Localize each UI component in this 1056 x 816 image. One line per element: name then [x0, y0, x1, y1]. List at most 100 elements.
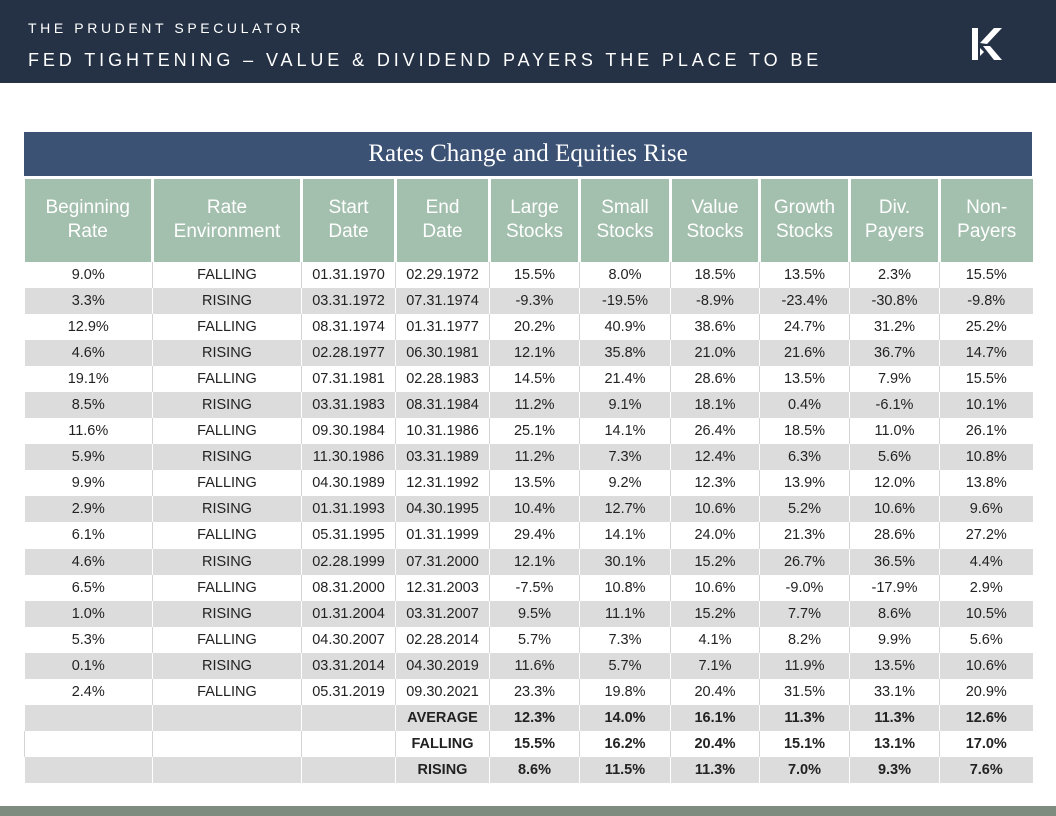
table-cell: 01.31.1993: [301, 496, 396, 523]
table-cell: 7.1%: [670, 652, 760, 679]
table-cell: 15.5%: [939, 365, 1033, 392]
table-cell: 5.9%: [24, 444, 153, 471]
summary-cell: 7.6%: [939, 757, 1033, 784]
column-header-line: Date: [422, 221, 463, 243]
summary-empty-cell: [24, 731, 153, 758]
column-header-line: Small: [601, 197, 649, 219]
table-row: 6.5% FALLING 08.31.2000 12.31.2003 -7.5% 10.8…: [24, 574, 1033, 601]
rates-table-panel: Rates Change and Equities Rise Beginning…: [24, 132, 1033, 784]
table-cell: 24.0%: [670, 522, 760, 549]
table-cell: 13.5%: [759, 365, 850, 392]
table-cell: RISING: [152, 444, 302, 471]
table-cell: -9.0%: [759, 574, 850, 601]
table-cell: 0.4%: [759, 391, 850, 419]
table-cell: 10.6%: [670, 496, 760, 523]
table-cell: 4.1%: [670, 626, 760, 653]
table-cell: 4.4%: [939, 548, 1033, 575]
column-header: Non- Payers: [938, 176, 1033, 262]
table-cell: 35.8%: [579, 339, 671, 366]
table-cell: 11.1%: [579, 600, 671, 627]
table-cell: 07.31.2000: [395, 548, 490, 575]
table-cell: 14.7%: [939, 339, 1033, 366]
table-cell: 13.5%: [849, 652, 940, 679]
table-cell: 15.2%: [670, 548, 760, 575]
table-row: 5.3% FALLING 04.30.2007 02.28.2014 5.7% 7.3% 4…: [24, 626, 1033, 653]
table-cell: 19.1%: [24, 365, 153, 392]
table-cell: 4.6%: [24, 548, 153, 575]
table-cell: 03.31.1972: [301, 287, 396, 314]
table-cell: 18.5%: [670, 261, 760, 288]
table-cell: 09.30.2021: [395, 679, 490, 706]
summary-cell: 13.1%: [849, 731, 940, 758]
table-row: 11.6% FALLING 09.30.1984 10.31.1986 25.1% 14.…: [24, 418, 1033, 445]
table-cell: 9.2%: [579, 470, 671, 497]
summary-cell: 8.6%: [489, 757, 580, 784]
table-cell: 11.2%: [489, 444, 580, 471]
table-cell: 25.1%: [489, 418, 580, 445]
column-header-line: Start: [328, 197, 369, 219]
table-cell: FALLING: [152, 679, 302, 706]
table-cell: 11.6%: [489, 652, 580, 679]
table-cell: -9.3%: [489, 287, 580, 314]
table-cell: 6.3%: [759, 444, 850, 471]
summary-empty-cell: [152, 757, 302, 784]
table-cell: 9.0%: [24, 261, 153, 288]
table-row: 0.1% RISING 03.31.2014 04.30.2019 11.6% 5.7% 7…: [24, 652, 1033, 679]
table-cell: RISING: [152, 287, 302, 314]
table-cell: -30.8%: [849, 287, 940, 314]
table-cell: 12.7%: [579, 496, 671, 523]
table-cell: 12.4%: [670, 444, 760, 471]
table-cell: 7.7%: [759, 600, 850, 627]
column-header-line: Value: [691, 197, 739, 219]
column-header: Growth Stocks: [758, 176, 850, 262]
table-cell: 15.2%: [670, 600, 760, 627]
table-cell: 5.7%: [579, 652, 671, 679]
column-header-line: Rate: [67, 221, 108, 243]
table-cell: 14.1%: [579, 418, 671, 445]
summary-empty-cell: [152, 705, 302, 732]
table-cell: 10.8%: [939, 444, 1033, 471]
table-cell: 10.31.1986: [395, 418, 490, 445]
table-cell: 9.9%: [24, 470, 153, 497]
table-cell: 8.2%: [759, 626, 850, 653]
table-row: 19.1% FALLING 07.31.1981 02.28.1983 14.5% 21.…: [24, 365, 1033, 392]
table-cell: 20.4%: [670, 679, 760, 706]
table-cell: 26.7%: [759, 548, 850, 575]
summary-cell: 11.5%: [579, 757, 671, 784]
table-cell: 02.28.2014: [395, 626, 490, 653]
column-header: End Date: [394, 176, 490, 262]
summary-empty-cell: [24, 705, 153, 732]
table-cell: 01.31.1977: [395, 313, 490, 340]
rates-table: Beginning Rate Rate Environment Start Date End…: [24, 176, 1033, 784]
table-cell: 12.0%: [849, 470, 940, 497]
table-cell: 27.2%: [939, 522, 1033, 549]
table-row: 6.1% FALLING 05.31.1995 01.31.1999 29.4% 14.1…: [24, 522, 1033, 549]
table-cell: 05.31.2019: [301, 679, 396, 706]
table-cell: RISING: [152, 496, 302, 523]
table-cell: 01.31.1970: [301, 261, 396, 288]
table-cell: -23.4%: [759, 287, 850, 314]
table-cell: 05.31.1995: [301, 522, 396, 549]
table-cell: -6.1%: [849, 391, 940, 419]
table-cell: 6.5%: [24, 574, 153, 601]
table-cell: 14.1%: [579, 522, 671, 549]
table-cell: 7.9%: [849, 365, 940, 392]
table-cell: FALLING: [152, 470, 302, 497]
table-cell: 21.6%: [759, 339, 850, 366]
summary-cell: 15.5%: [489, 731, 580, 758]
table-cell: 04.30.2019: [395, 652, 490, 679]
table-cell: 08.31.2000: [301, 574, 396, 601]
table-cell: 10.6%: [849, 496, 940, 523]
table-cell: 10.6%: [670, 574, 760, 601]
summary-empty-cell: [24, 757, 153, 784]
table-body: 9.0% FALLING 01.31.1970 02.29.1972 15.5% 8.0%…: [24, 261, 1033, 706]
column-header: Rate Environment: [151, 176, 302, 262]
table-row: 2.4% FALLING 05.31.2019 09.30.2021 23.3% 19.8…: [24, 679, 1033, 706]
table-header-row: Beginning Rate Rate Environment Start Date End…: [24, 176, 1033, 262]
table-cell: 10.6%: [939, 652, 1033, 679]
table-cell: 02.29.1972: [395, 261, 490, 288]
table-cell: 26.1%: [939, 418, 1033, 445]
column-header-line: Environment: [173, 221, 281, 243]
table-cell: 21.0%: [670, 339, 760, 366]
table-cell: 8.5%: [24, 391, 153, 419]
